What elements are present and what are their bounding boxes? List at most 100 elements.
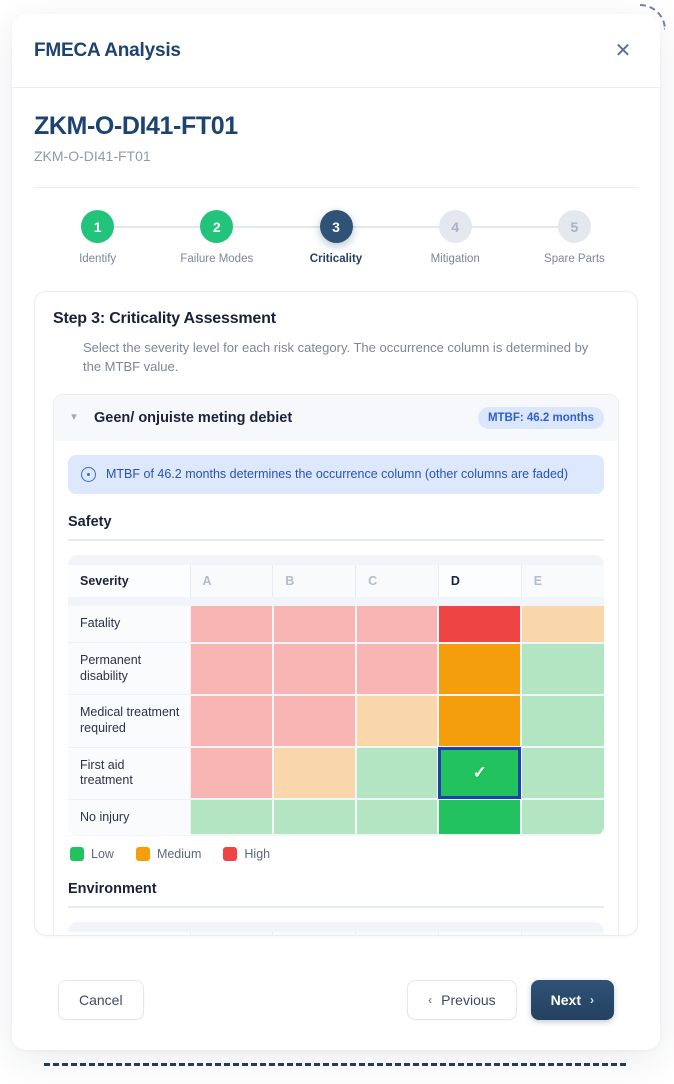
matrix-cell-first-aid-treatment-E[interactable] [521, 747, 604, 801]
matrix-cell-no-injury-D[interactable] [438, 799, 523, 837]
failure-mode-body: MTBF of 46.2 months determines the occur… [54, 441, 618, 935]
matrix-row: No injury [68, 798, 604, 837]
risk-legend: Low Medium High [68, 847, 604, 862]
cancel-button[interactable]: Cancel [58, 980, 144, 1020]
matrix-row: Fatality [68, 606, 604, 644]
stepper-number: 4 [438, 210, 472, 243]
stepper-label: Criticality [309, 253, 363, 265]
stepper-number: 5 [557, 210, 591, 243]
matrix-cell-fatality-D[interactable] [438, 606, 523, 644]
stepper-label: Mitigation [430, 253, 480, 265]
modal-title: FMECA Analysis [34, 39, 181, 61]
legend-label: Low [91, 847, 114, 862]
stepper-label: Failure Modes [180, 253, 254, 265]
safety-risk-matrix: Severity A B C D E Fatality Permanent disabilit… [68, 555, 604, 837]
stepper-item-spare-parts[interactable]: 5 Spare Parts [515, 210, 634, 265]
matrix-column-header-B: B [272, 932, 357, 935]
section-rule-environment [68, 906, 604, 909]
matrix-cell-medical-treatment-required-A[interactable] [190, 694, 274, 749]
asset-subtitle: ZKM-O-DI41-FT01 [34, 148, 151, 164]
chevron-down-icon[interactable]: ▾ [71, 411, 77, 424]
previous-button[interactable]: ‹ Previous [407, 980, 517, 1020]
modal-body: ZKM-O-DI41-FT01 ZKM-O-DI41-FT01 1 Identif… [12, 88, 660, 950]
divider [34, 187, 638, 188]
modal-header: FMECA Analysis ✕ [12, 14, 660, 88]
matrix-cell-permanent-disability-B[interactable] [272, 642, 357, 696]
matrix-cell-no-injury-E[interactable] [521, 799, 604, 837]
legend-item-low: Low [70, 847, 114, 862]
matrix-cell-permanent-disability-D[interactable] [438, 642, 523, 696]
stepper-item-criticality[interactable]: 3 Criticality [276, 210, 456, 265]
matrix-cell-first-aid-treatment-A[interactable] [190, 747, 274, 801]
failure-mode-name: Geen/ onjuiste meting debiet [94, 409, 293, 426]
close-icon[interactable]: ✕ [608, 36, 638, 66]
chevron-left-icon: ‹ [428, 993, 433, 1007]
legend-item-medium: Medium [135, 847, 202, 862]
failure-mode-accordion-header[interactable]: ▾ Geen/ onjuiste meting debiet MTBF: 46.… [54, 394, 618, 441]
previous-button-label: Previous [441, 992, 496, 1008]
section-title-environment: Environment [68, 881, 157, 898]
matrix-cell-no-injury-A[interactable] [190, 799, 274, 837]
matrix-column-header-E: E [521, 565, 604, 598]
step-card-description: Select the severity level for each risk … [83, 340, 589, 374]
stepper-number: 2 [200, 210, 234, 243]
stepper-number: 3 [319, 210, 353, 243]
matrix-row-label: Fatality [68, 606, 191, 643]
stepper-connector [336, 226, 456, 228]
footer-nav-group: ‹ Previous Next › [407, 980, 614, 1020]
matrix-cell-fatality-E[interactable] [521, 606, 604, 644]
matrix-cell-permanent-disability-E[interactable] [521, 642, 604, 696]
matrix-row: First aid treatment ✓ [68, 746, 604, 801]
next-button[interactable]: Next › [530, 980, 614, 1020]
stepper-item-identify[interactable]: 1 Identify [38, 210, 217, 265]
matrix-severity-header: Severity [68, 565, 191, 598]
page-title: ZKM-O-DI41-FT01 [34, 112, 238, 140]
matrix-cell-medical-treatment-required-B[interactable] [272, 694, 357, 749]
matrix-column-header-C: C [355, 565, 439, 598]
legend-swatch [223, 847, 238, 862]
info-circle-icon [81, 466, 96, 482]
stepper-label: Spare Parts [544, 253, 605, 265]
legend-swatch [135, 847, 150, 862]
matrix-cell-fatality-B[interactable] [272, 606, 357, 644]
matrix-cell-permanent-disability-A[interactable] [190, 642, 274, 696]
step-card: Step 3: Criticality Assessment Select th… [34, 291, 638, 936]
matrix-column-header-A: A [190, 565, 274, 598]
mtbf-info-text: MTBF of 46.2 months determines the occur… [106, 466, 569, 481]
legend-label: Medium [156, 847, 202, 862]
matrix-row-label: No injury [68, 798, 191, 836]
stepper-connector [455, 226, 575, 228]
stepper-connector [216, 226, 336, 228]
matrix-row-label: Medical treatment required [68, 694, 191, 748]
matrix-cell-first-aid-treatment-B[interactable] [272, 747, 357, 801]
matrix-cell-permanent-disability-C[interactable] [355, 642, 440, 696]
asset-header: ZKM-O-DI41-FT01 ZKM-O-DI41-FT01 [34, 88, 638, 188]
matrix-cell-first-aid-treatment-C[interactable] [355, 747, 440, 801]
matrix-cell-fatality-C[interactable] [355, 606, 440, 644]
modal-footer: Cancel ‹ Previous Next › [12, 950, 660, 1050]
matrix-cell-medical-treatment-required-E[interactable] [521, 694, 604, 749]
failure-mode-panel: ▾ Geen/ onjuiste meting debiet MTBF: 46.… [53, 393, 619, 935]
fmeca-modal: FMECA Analysis ✕ ZKM-O-DI41-FT01 ZKM-O-D… [12, 14, 660, 1050]
mtbf-badge: MTBF: 46.2 months [477, 406, 604, 429]
matrix-row: Permanent disability [68, 642, 604, 696]
matrix-column-header-E: E [521, 932, 604, 935]
stepper-item-mitigation[interactable]: 4 Mitigation [396, 210, 575, 265]
stepper-item-failure-modes[interactable]: 2 Failure Modes [157, 210, 336, 265]
matrix-cell-no-injury-C[interactable] [355, 799, 440, 837]
legend-label: High [244, 847, 271, 862]
matrix-row: Medical treatment required [68, 694, 604, 749]
matrix-cell-medical-treatment-required-D[interactable] [438, 694, 523, 749]
section-rule [68, 539, 604, 542]
matrix-cell-no-injury-B[interactable] [272, 799, 357, 837]
matrix-row-label: Permanent disability [68, 642, 191, 695]
matrix-cell-medical-treatment-required-C[interactable] [355, 694, 440, 749]
matrix-cell-fatality-A[interactable] [190, 606, 274, 644]
chevron-right-icon: › [590, 993, 594, 1007]
check-icon: ✓ [472, 763, 487, 783]
wizard-stepper: 1 Identify 2 Failure Modes 3 Criticality 4 Miti… [34, 210, 638, 265]
matrix-cell-first-aid-treatment-D[interactable]: ✓ [438, 747, 523, 801]
